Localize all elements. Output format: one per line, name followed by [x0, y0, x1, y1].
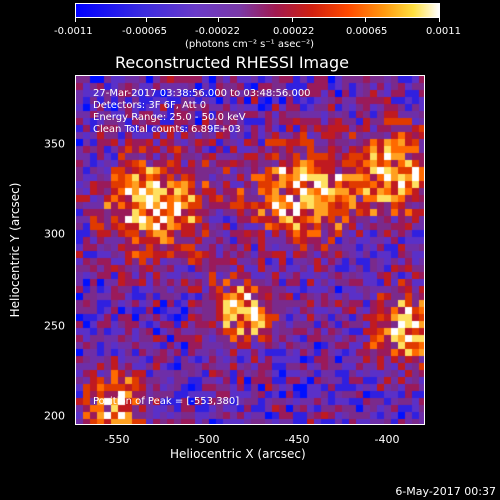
info-detectors: Detectors: 3F 6F, Att 0 [93, 100, 207, 111]
colorbar [75, 3, 440, 18]
heatmap-image [76, 76, 424, 424]
colorbar-tick [292, 18, 293, 22]
y-tick-label: 300 [44, 227, 65, 241]
timestamp: 6-May-2017 00:37 [395, 485, 496, 498]
colorbar-tick [146, 18, 147, 22]
peak-position: Position of Peak = [-553,380] [93, 396, 240, 407]
colorbar-label: -0.0011 [54, 26, 93, 37]
x-axis-label: Heliocentric X (arcsec) [170, 447, 306, 461]
colorbar-tick [439, 18, 440, 22]
colorbar-tick [218, 18, 219, 22]
colorbar-tick [75, 18, 76, 22]
x-tick-label: -550 [104, 433, 130, 446]
colorbar-label: 0.00022 [273, 26, 315, 37]
y-axis-label: Heliocentric Y (arcsec) [8, 182, 22, 318]
colorbar-label: -0.00022 [195, 26, 240, 37]
x-tick-label: -450 [284, 433, 310, 446]
x-tick-label: -500 [194, 433, 220, 446]
image-plot [75, 75, 425, 425]
plot-title: Reconstructed RHESSI Image [115, 53, 349, 72]
colorbar-label: 0.0011 [426, 26, 461, 37]
x-tick-label: -400 [374, 433, 400, 446]
y-tick-label: 200 [44, 409, 65, 423]
colorbar-tick [365, 18, 366, 22]
colorbar-label: 0.00065 [346, 26, 388, 37]
info-energy: Energy Range: 25.0 - 50.0 keV [93, 112, 246, 123]
colorbar-label: -0.00065 [122, 26, 167, 37]
colorbar-units: (photons cm⁻² s⁻¹ asec⁻²) [185, 39, 315, 50]
info-clean: Clean Total counts: 6.89E+03 [93, 124, 241, 135]
y-tick-label: 250 [44, 319, 65, 333]
info-time: 27-Mar-2017 03:38:56.000 to 03:48:56.000 [93, 88, 311, 99]
y-tick-label: 350 [44, 137, 65, 151]
